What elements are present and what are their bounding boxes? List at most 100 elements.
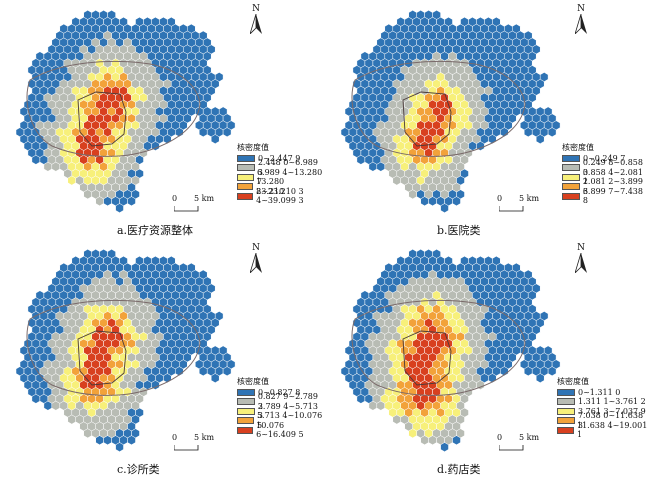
scale-distance: 5 km xyxy=(519,433,540,442)
north-arrow-icon xyxy=(249,252,262,274)
legend-swatch xyxy=(562,183,580,191)
legend-label: 0.249 8~0.858 3 xyxy=(582,158,643,177)
legend-swatch xyxy=(237,173,254,181)
legend-item: 11.638 4~19.001 1 xyxy=(557,421,650,439)
density-hex xyxy=(523,366,533,377)
legend-swatch xyxy=(237,407,255,415)
legend-swatch xyxy=(237,164,255,172)
ring-road-outline xyxy=(351,299,526,396)
hex-density-map xyxy=(340,249,561,452)
density-hex xyxy=(67,175,76,186)
density-hex xyxy=(95,196,104,207)
density-hex xyxy=(547,366,557,377)
legend-swatch xyxy=(237,154,255,162)
panel-caption: c.诊所类 xyxy=(117,463,160,476)
panel-c: N 核密度值 0~0.827 8 0.827 9~2.789 3 2.789 4… xyxy=(0,239,325,478)
density-hex xyxy=(376,161,386,172)
panel-d: N 核密度值 0~1.311 0 1.311 1~3.761 2 3.761 3… xyxy=(325,239,650,478)
legend-swatch xyxy=(557,417,575,425)
legend-item: 23.210 4~39.099 3 xyxy=(237,187,325,205)
scale-distance: 5 km xyxy=(194,194,215,203)
legend-item: 2.081 2~3.899 6 xyxy=(562,177,650,196)
legend-item: 6.989 4~13.280 7 xyxy=(237,168,325,186)
density-hex xyxy=(51,161,61,172)
density-hex xyxy=(115,442,124,452)
density-hex xyxy=(488,134,497,144)
legend-swatch xyxy=(237,183,254,191)
hex-density-map xyxy=(15,249,236,452)
density-hex xyxy=(222,366,232,377)
scale-line xyxy=(174,206,199,212)
density-hex xyxy=(368,161,378,172)
legend-swatch xyxy=(237,426,254,434)
legend-label: 7.038 0~11.638 3 xyxy=(577,411,644,430)
legend-item: 0~1.311 0 xyxy=(557,388,650,398)
panel-b: N 核密度值 0~0.249 7 0.249 8~0.858 3 0.858 4… xyxy=(325,0,650,239)
legend-item: 5.713 4~10.076 5 xyxy=(237,411,325,430)
density-hex xyxy=(488,373,497,383)
density-hex xyxy=(428,435,437,446)
scale-zero: 0 xyxy=(172,433,178,442)
legend-swatch xyxy=(557,388,575,396)
panel-caption: d.药店类 xyxy=(437,463,481,476)
ring-road-outline xyxy=(26,299,201,396)
north-arrow-icon xyxy=(249,13,262,35)
density-hex xyxy=(440,203,449,213)
legend-item: 2.789 4~5.713 3 xyxy=(237,402,325,420)
density-hex xyxy=(198,366,208,377)
legend-label: 3.899 7~7.438 8 xyxy=(582,186,643,206)
density-hex xyxy=(392,414,401,425)
legend-label: 2.081 2~3.899 6 xyxy=(582,177,643,196)
legend-label: 2.789 4~5.713 3 xyxy=(257,401,318,421)
legend-item: 13.280 8~23.210 3 xyxy=(237,177,325,196)
density-hex xyxy=(67,414,76,425)
density-hex xyxy=(408,428,417,439)
density-hex xyxy=(43,161,53,172)
legend-title: 核密度值 xyxy=(237,377,269,386)
north-label: N xyxy=(252,243,260,253)
legend-item: 0.249 8~0.858 3 xyxy=(562,158,650,177)
north-label: N xyxy=(577,4,585,14)
density-hex xyxy=(31,154,41,165)
inner-district-outline xyxy=(77,91,127,147)
legend-swatch xyxy=(237,417,254,425)
density-hex xyxy=(127,435,136,446)
legend-label: 2.448 0~6.989 3 xyxy=(257,158,318,177)
scale-distance: 5 km xyxy=(519,194,540,203)
ring-road-outline xyxy=(351,60,526,157)
density-hex xyxy=(420,196,429,207)
legend-swatch xyxy=(237,192,254,200)
density-hex xyxy=(51,400,61,411)
legend-item: 0~2.447 9 xyxy=(237,154,325,164)
north-arrow: N xyxy=(573,243,589,276)
legend-item: 3.761 3~7.037 9 xyxy=(557,407,650,417)
panel-a: N 核密度值 0~2.447 9 2.448 0~6.989 3 6.989 4… xyxy=(0,0,325,239)
inner-district-outline xyxy=(77,330,127,386)
density-hex xyxy=(31,393,41,404)
legend-label: 10.076 6~16.409 5 xyxy=(256,420,304,440)
density-hex xyxy=(440,442,449,452)
legend-swatch xyxy=(562,154,580,162)
density-hex xyxy=(428,196,437,207)
legend-item: 0~0.249 7 xyxy=(562,154,650,164)
density-hex xyxy=(535,134,545,144)
north-arrow-icon xyxy=(574,252,587,274)
density-hex xyxy=(115,203,124,213)
legend-label: 6.989 4~13.280 7 xyxy=(256,167,323,187)
inner-district-outline xyxy=(402,330,452,386)
north-arrow: N xyxy=(248,4,264,37)
legend-label: 23.210 4~39.099 3 xyxy=(256,186,304,206)
density-hex xyxy=(198,127,208,138)
legend: 核密度值 0~1.311 0 1.311 1~3.761 2 3.761 3~7… xyxy=(557,377,650,439)
density-hex xyxy=(408,189,417,200)
density-hex xyxy=(356,154,366,165)
legend-label: 11.638 4~19.001 1 xyxy=(576,420,648,440)
scale-line xyxy=(499,445,524,451)
scale-zero: 0 xyxy=(497,194,503,203)
inner-district-outline xyxy=(402,91,452,147)
north-arrow: N xyxy=(248,243,264,276)
density-hex xyxy=(210,373,220,383)
density-hex xyxy=(83,189,92,200)
legend-item: 2.448 0~6.989 3 xyxy=(237,158,325,177)
